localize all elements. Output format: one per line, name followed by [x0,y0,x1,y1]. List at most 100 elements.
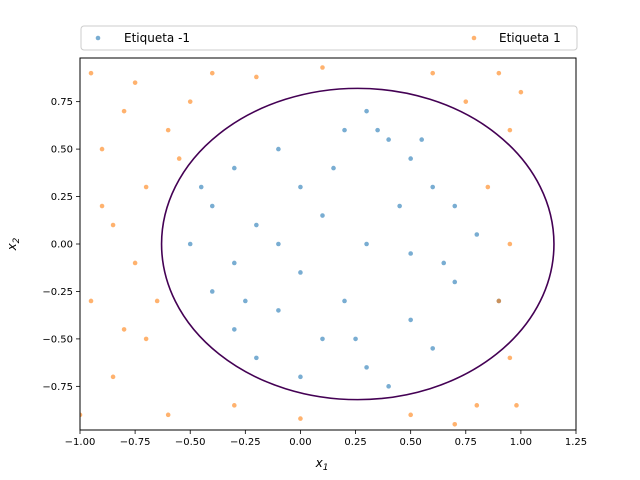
y-tick-label-2: −0.25 [42,287,73,298]
legend-label-etiqueta-neg1: Etiqueta -1 [124,31,190,45]
scatter-point-s0-5 [232,165,237,171]
scatter-point-s1-14 [507,127,513,133]
scatter-point-s1-1 [121,108,127,114]
scatter-point-s0-1 [342,127,347,133]
x-axis-label: x1 [315,456,329,473]
scatter-point-s1-15 [485,184,491,190]
scatter-point-s0-0 [364,108,369,114]
scatter-point-s1-11 [187,99,193,104]
scatter-point-s0-15 [408,251,413,256]
x-tick-label-0: −1.00 [65,437,96,448]
y-tick-label-5: 0.50 [51,145,73,156]
scatter-point-s0-19 [209,289,215,294]
scatter-point-s1-20 [408,412,413,418]
scatter-point-s1-5 [132,260,138,266]
scatter-point-s1-30 [452,422,458,427]
y-axis-label-main: x [5,242,19,251]
scatter-point-s0-33 [397,203,402,209]
scatter-point-s0-37 [198,184,204,190]
scatter-point-s0-11 [254,222,259,228]
scatter-point-s0-6 [430,184,436,190]
scatter-point-s0-7 [298,184,303,190]
scatter-point-s1-34 [121,327,127,332]
scatter-point-s0-9 [452,203,458,209]
legend-marker-etiqueta-neg1 [95,35,101,41]
decision-boundary-curve [160,87,555,401]
decision-boundary-layer [160,87,555,401]
y-axis-label: x2 [5,237,22,251]
scatter-point-s0-23 [408,317,413,323]
scatter-point-s0-29 [298,374,303,380]
scatter-point-s0-3 [276,146,281,152]
scatter-point-s1-7 [143,336,149,342]
scatter-point-s1-24 [320,65,325,70]
scatter-point-s1-3 [143,184,149,190]
scatter-point-s1-10 [209,70,215,76]
scatter-point-s1-26 [154,298,160,304]
scatter-point-s0-32 [331,165,336,171]
x-tick-label-6: 0.50 [400,437,422,448]
legend: Etiqueta -1 Etiqueta 1 [80,25,578,51]
scatter-point-s0-16 [232,260,237,266]
scatter-point-s0-18 [452,279,458,285]
x-axis-label-subscript: 1 [323,463,329,473]
scatter-point-s1-16 [507,241,513,247]
y-axis: −0.75 −0.50 −0.25 0.00 0.25 0.50 0.75 [42,97,80,393]
scatter-point-s1-32 [514,403,519,408]
y-tick-label-3: 0.00 [51,240,73,251]
scatter-point-s0-24 [232,327,237,332]
scatter-point-s0-8 [209,203,215,209]
scatter-point-s0-12 [474,232,480,237]
legend-frame [80,25,578,51]
x-tick-label-7: 0.75 [455,437,477,448]
legend-marker-etiqueta-1 [471,35,477,41]
scatter-point-s1-4 [110,222,116,228]
scatter-point-s0-31 [276,241,281,247]
scatter-point-s0-36 [375,127,380,133]
scatter-point-s1-18 [507,355,513,361]
scatter-point-s0-38 [353,336,358,342]
scatter-point-s0-13 [364,241,369,247]
scatter-point-s1-0 [88,70,94,76]
scatter-point-s0-26 [430,346,436,351]
scatter-point-s0-35 [441,260,447,266]
scatter-point-s0-39 [419,137,424,142]
scatter-point-s1-8 [110,374,116,380]
scatter-point-s0-17 [298,270,303,275]
scatter-layer [80,65,524,427]
y-tick-label-6: 0.75 [51,97,73,108]
scatter-point-s0-28 [364,365,369,370]
x-tick-label-8: 1.00 [510,437,532,448]
scatter-point-s1-29 [80,412,83,418]
x-tick-label-4: 0.00 [289,437,311,448]
x-tick-label-5: 0.25 [344,437,366,448]
y-tick-label-4: 0.25 [51,192,73,203]
scatter-point-s1-27 [176,156,182,161]
scatter-point-s1-13 [496,70,502,76]
y-tick-label-1: −0.50 [42,334,73,345]
y-tick-label-0: −0.75 [42,382,73,393]
x-tick-label-3: −0.25 [230,437,261,448]
scatter-point-s1-35 [463,99,469,104]
x-tick-label-2: −0.50 [175,437,206,448]
scatter-point-s0-30 [386,384,391,389]
x-axis-label-main: x [315,456,324,470]
legend-label-etiqueta-1: Etiqueta 1 [499,31,561,45]
scatter-point-s1-22 [232,403,237,408]
scatter-point-s1-9 [165,412,171,418]
scatter-point-s0-34 [243,298,248,304]
scatter-point-s0-27 [254,355,259,361]
scatter-point-s1-31 [132,80,138,85]
x-tick-label-9: 1.25 [565,437,587,448]
scatter-point-s0-25 [320,336,325,342]
scatter-point-s1-6 [88,298,94,304]
scatter-point-s0-20 [342,298,347,304]
scatter-point-s1-2 [99,146,105,152]
scatter-point-s1-17 [496,298,502,304]
y-axis-label-subscript: 2 [12,237,22,243]
scatter-point-s0-22 [276,308,281,313]
scatter-point-s0-2 [386,137,391,142]
scatter-point-s0-10 [320,213,325,218]
scatter-point-s1-33 [99,203,105,209]
